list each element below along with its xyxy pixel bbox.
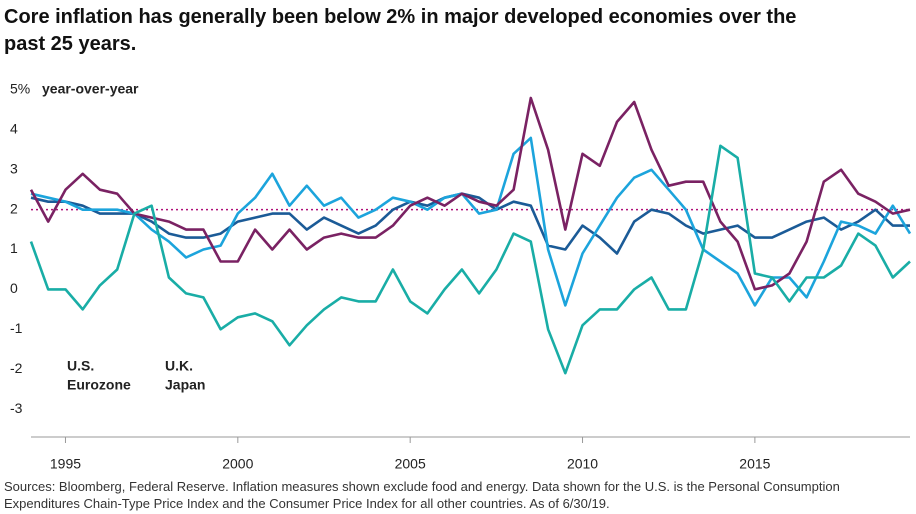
source-note: Sources: Bloomberg, Federal Reserve. Inf… [4, 479, 840, 511]
series-line [30, 192, 910, 255]
x-tick-label: 2000 [222, 456, 253, 470]
legend-label: Japan [165, 377, 205, 393]
x-tick-label: 2005 [395, 456, 426, 470]
series-line [29, 96, 911, 291]
y-tick-label: -2 [10, 360, 23, 376]
series-line [30, 136, 912, 307]
y-axis-label: year-over-year [42, 81, 139, 97]
y-tick-label: 1 [10, 240, 18, 256]
legend-label: Eurozone [67, 377, 131, 393]
y-tick-label: 4 [10, 121, 18, 137]
y-tick-label: 5% [10, 81, 30, 97]
legend-label: U.K. [165, 358, 193, 374]
y-tick-label: -1 [10, 320, 23, 336]
x-tick-label: 1995 [50, 456, 81, 470]
chart: year-over-year 5% 4 3 2 1 0 -1 -2 -3 1995 2000 2005… [10, 81, 912, 470]
series-line [29, 144, 911, 375]
legend-label: U.S. [67, 358, 94, 374]
y-tick-label: -3 [10, 400, 23, 416]
y-tick-label: 0 [10, 280, 18, 296]
x-tick-label: 2015 [739, 456, 770, 470]
chart-title: Core inflation has generally been below … [4, 6, 797, 55]
y-tick-label: 2 [10, 200, 18, 216]
y-tick-label: 3 [10, 160, 18, 176]
x-tick-label: 2010 [567, 456, 598, 470]
